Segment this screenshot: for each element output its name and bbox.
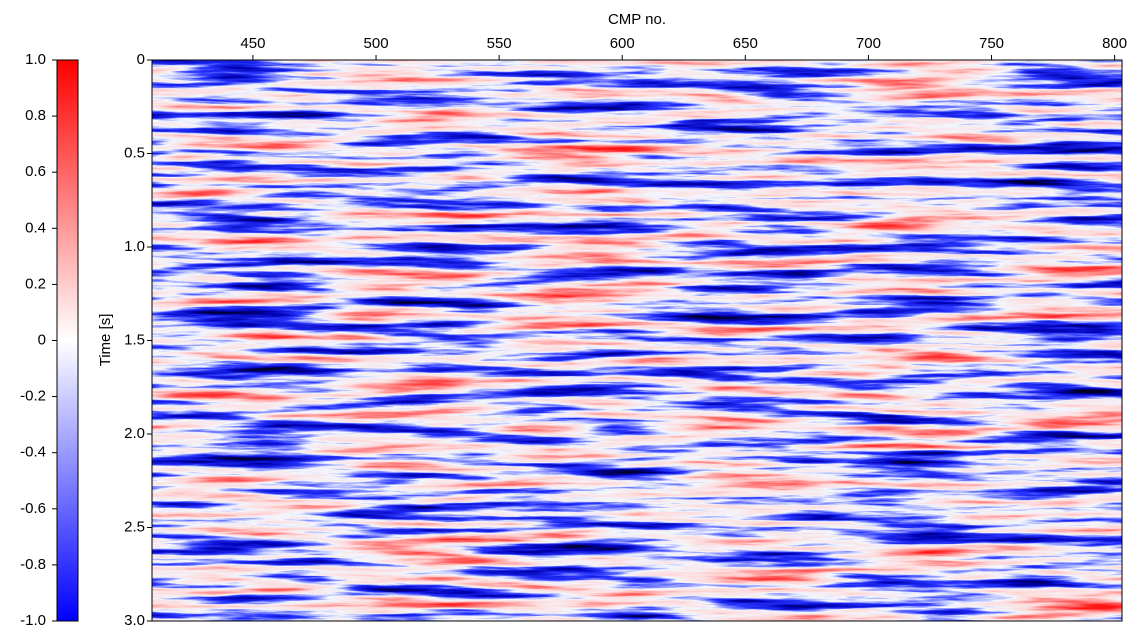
x-tick-label: 550 (487, 35, 512, 52)
x-tick-label: 500 (364, 35, 389, 52)
y-tick-label: 1.5 (124, 331, 145, 348)
colorbar-tick-label: 0.2 (25, 275, 46, 292)
y-tick-label: 2.5 (124, 518, 145, 535)
colorbar-tick-label: -1.0 (20, 612, 46, 629)
colorbar-tick-label: 0.4 (25, 219, 46, 236)
y-tick-label: 3.0 (124, 612, 145, 629)
colorbar-tick-label: 0.6 (25, 163, 46, 180)
y-tick-label: 1.0 (124, 238, 145, 255)
colorbar (56, 59, 79, 622)
y-axis-label: Time [s] (97, 314, 114, 367)
colorbar-tick-label: -0.8 (20, 556, 46, 573)
x-tick-label: 750 (979, 35, 1004, 52)
y-tick-label: 2.0 (124, 425, 145, 442)
y-tick-label: 0 (137, 51, 145, 68)
colorbar-tick-label: -0.6 (20, 500, 46, 517)
x-tick-label: 650 (733, 35, 758, 52)
x-tick-label: 800 (1102, 35, 1127, 52)
colorbar-tick-label: 0.8 (25, 107, 46, 124)
x-tick-label: 450 (240, 35, 265, 52)
colorbar-tick-label: 1.0 (25, 51, 46, 68)
seismic-image (152, 60, 1122, 621)
x-axis-label: CMP no. (608, 11, 666, 28)
y-tick-label: 0.5 (124, 144, 145, 161)
colorbar-tick-label: -0.2 (20, 388, 46, 405)
x-tick-label: 600 (610, 35, 635, 52)
colorbar-tick-label: -0.4 (20, 444, 46, 461)
colorbar-tick-label: 0 (38, 331, 46, 348)
x-tick-label: 700 (856, 35, 881, 52)
